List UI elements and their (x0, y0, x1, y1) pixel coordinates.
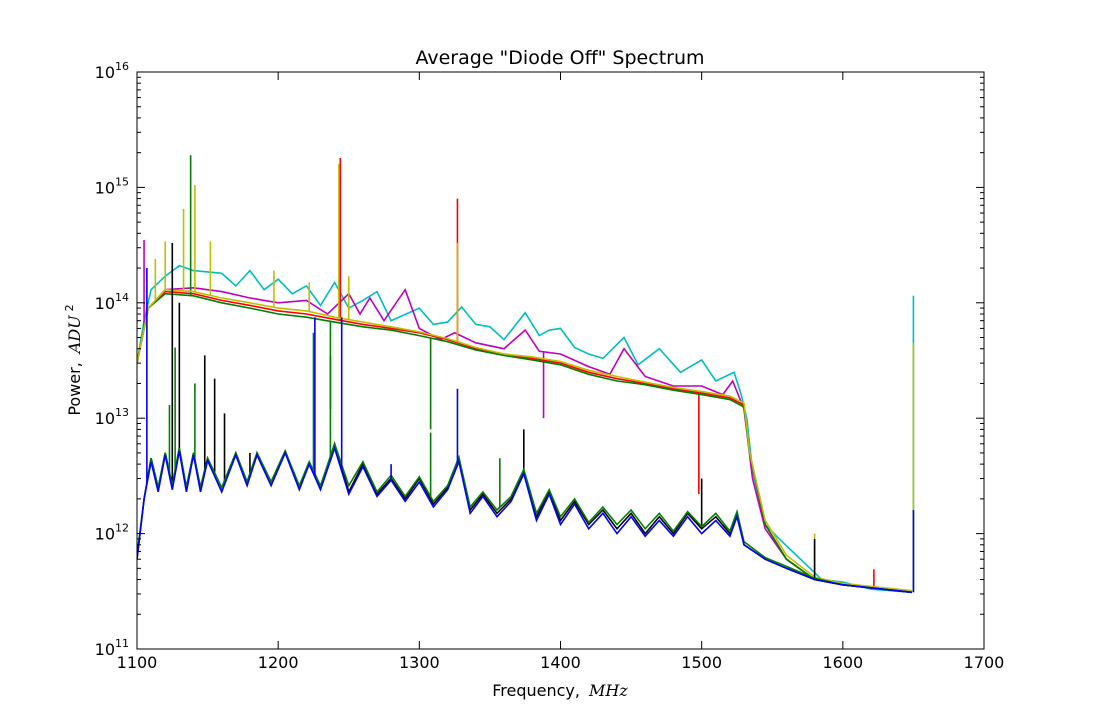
plot-frame (136, 71, 985, 650)
series-7-line (137, 445, 913, 594)
x-tick-label: 1500 (681, 653, 722, 672)
x-tick-label: 1100 (117, 653, 158, 672)
series-4-line (137, 288, 913, 592)
y-tick-label: 1015 (95, 175, 129, 197)
x-axis-label: Frequency, MHz (492, 681, 628, 700)
y-tick-label: 1013 (95, 406, 129, 428)
x-tick-label: 1200 (258, 653, 299, 672)
x-tick-label: 1700 (964, 653, 1005, 672)
chart-title: Average "Diode Off" Spectrum (415, 47, 704, 69)
x-tick-label: 1300 (399, 653, 440, 672)
axis-ticks: 1100 1200 1300 1400 1500 1600 1700 1011 1012 1013… (95, 60, 1005, 672)
y-tick-label: 1014 (95, 291, 129, 313)
y-tick-label: 1016 (95, 60, 129, 82)
x-tick-label: 1600 (822, 653, 863, 672)
y-axis-label: Power, ADU 2 (63, 304, 84, 415)
y-tick-label: 1012 (95, 522, 129, 544)
series-7 (137, 268, 915, 594)
x-tick-label: 1400 (540, 653, 581, 672)
series-layer (137, 155, 915, 594)
y-tick-label: 1011 (95, 637, 129, 659)
